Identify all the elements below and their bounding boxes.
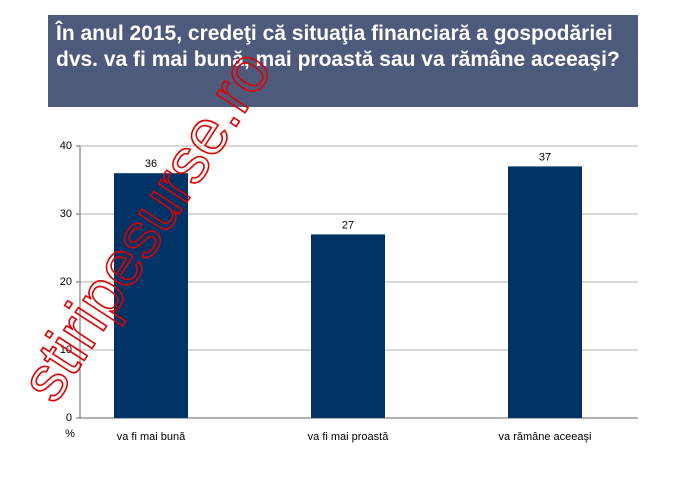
bar [508, 166, 582, 418]
x-tick-label: va rămâne aceeaşi [499, 431, 592, 443]
x-tick-label: va fi mai proastă [308, 431, 390, 443]
y-tick-label: 20 [60, 276, 72, 288]
data-label: 37 [539, 151, 551, 163]
bar [114, 173, 188, 418]
y-tick-label: 0 [66, 412, 72, 424]
chart-title: În anul 2015, credeţi că situaţia financ… [48, 15, 638, 107]
y-tick-label: 10 [60, 344, 72, 356]
data-label: 36 [145, 158, 157, 170]
y-tick-label: 30 [60, 208, 72, 220]
y-axis-label: % [65, 428, 75, 440]
bar [311, 234, 385, 418]
y-tick-label: 40 [60, 140, 72, 152]
x-tick-label: va fi mai bună [117, 431, 186, 443]
data-label: 27 [342, 219, 354, 231]
